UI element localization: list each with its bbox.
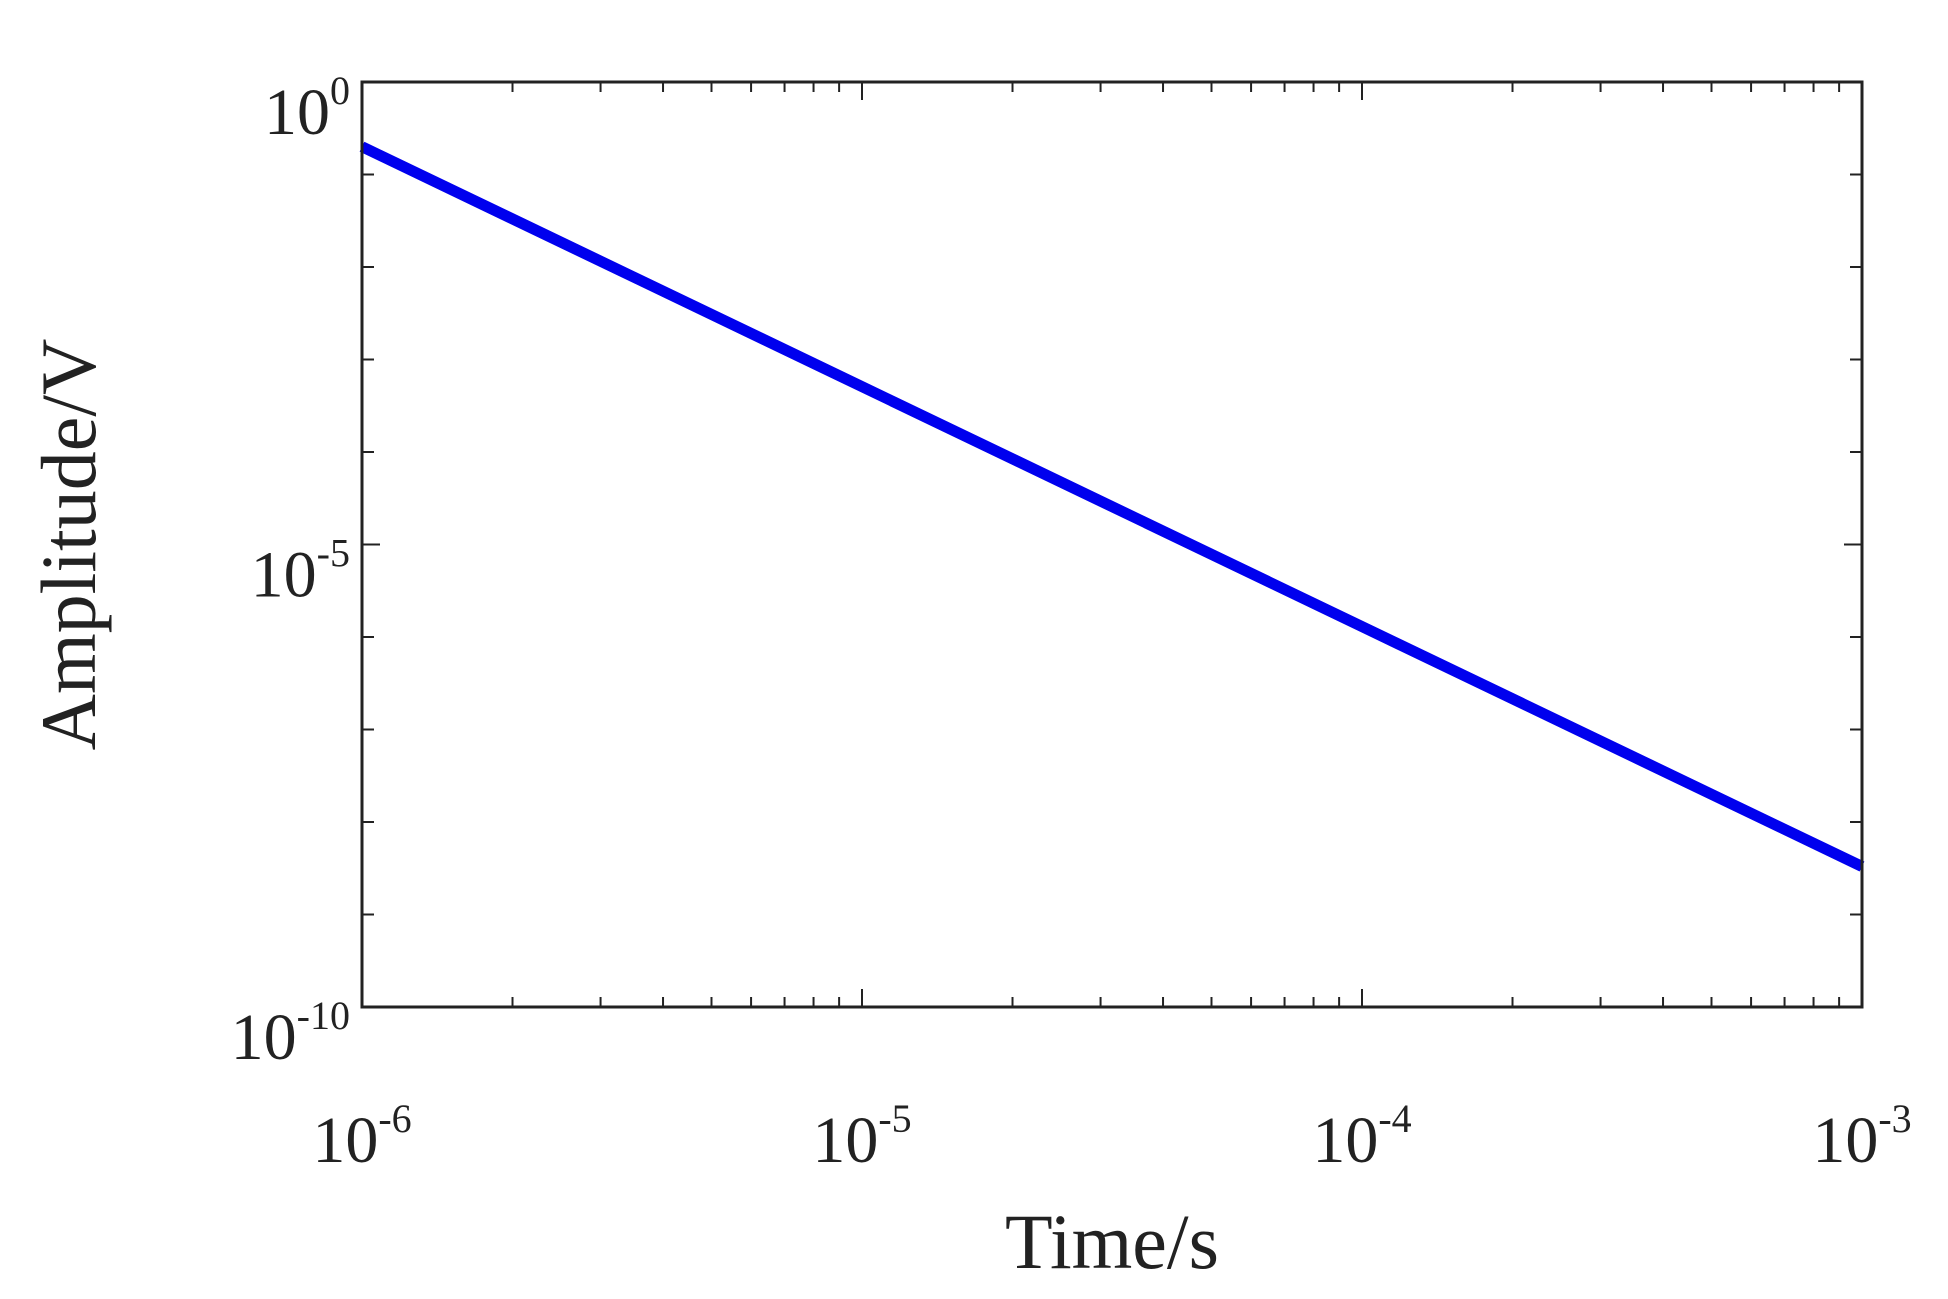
x-tick-exponent: -3: [1878, 1096, 1911, 1141]
x-axis-label: Time/s: [1005, 1198, 1219, 1285]
x-tick-exponent: -5: [878, 1096, 911, 1141]
x-tick-label: 10-3: [1812, 1096, 1911, 1177]
plot-frame: [360, 80, 1864, 1009]
y-tick-exponent: -10: [297, 993, 350, 1038]
x-tick-label: 10-4: [1312, 1096, 1411, 1177]
series-layer: [359, 141, 1865, 872]
y-axis-label: Amplitude/V: [25, 339, 112, 751]
tick-labels: 10-6 10-5 10-4 10-3 100 10-5 10-10: [231, 68, 1912, 1177]
y-tick-label: 10-10: [231, 993, 350, 1074]
y-tick-exponent: -5: [317, 531, 350, 576]
y-tick-exponent: 0: [330, 68, 350, 113]
major-ticks: [361, 81, 1863, 1008]
series-line-1: [359, 141, 1865, 872]
x-tick-label: 10-6: [312, 1096, 411, 1177]
x-tick-exponent: -4: [1378, 1096, 1411, 1141]
y-tick-label: 10-5: [251, 531, 350, 612]
y-tick-label: 100: [264, 68, 350, 149]
minor-ticks: [362, 82, 1862, 1007]
x-tick-label: 10-5: [812, 1096, 911, 1177]
x-tick-exponent: -6: [378, 1096, 411, 1141]
